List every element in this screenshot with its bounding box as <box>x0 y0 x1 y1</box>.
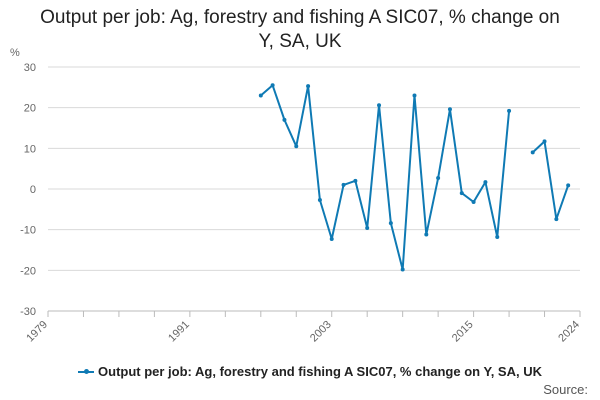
data-point <box>424 232 429 237</box>
data-point <box>400 267 405 272</box>
x-tick-label: 2015 <box>450 319 476 345</box>
data-point <box>447 107 452 112</box>
data-point <box>507 108 512 113</box>
y-tick-label: 10 <box>24 143 36 155</box>
data-point <box>317 197 322 202</box>
y-tick-label: -20 <box>20 265 36 277</box>
data-point <box>483 180 488 185</box>
series-line <box>260 84 511 271</box>
y-tick-label: 30 <box>24 62 36 74</box>
data-point <box>365 226 370 231</box>
data-point <box>270 83 275 88</box>
data-point <box>388 221 393 226</box>
chart-title: Output per job: Ag, forestry and fishing… <box>40 7 560 52</box>
x-tick-label: 2003 <box>308 319 334 345</box>
data-point <box>353 178 358 183</box>
data-point <box>554 217 559 222</box>
data-point <box>329 237 334 242</box>
data-point <box>566 183 571 188</box>
x-tick-label: 1979 <box>24 319 50 345</box>
y-tick-label: -30 <box>20 306 36 318</box>
y-tick-label: 20 <box>24 103 36 115</box>
data-point <box>459 191 464 196</box>
data-point <box>306 84 311 89</box>
y-tick-label: -10 <box>20 225 36 237</box>
data-point <box>412 93 417 98</box>
data-point <box>341 182 346 187</box>
x-tick-label: 2024 <box>556 319 582 345</box>
y-axis-unit-label: % <box>10 47 20 59</box>
data-point <box>436 176 441 181</box>
x-tick-label: 1991 <box>166 319 192 345</box>
data-point <box>377 103 382 108</box>
data-point <box>530 150 535 155</box>
data-point <box>542 139 547 144</box>
data-point <box>495 234 500 239</box>
data-point <box>294 144 299 149</box>
data-point <box>471 200 476 205</box>
data-point <box>282 117 287 122</box>
legend-label: Output per job: Ag, forestry and fishing… <box>98 364 542 379</box>
y-tick-label: 0 <box>30 184 36 196</box>
source-text: Source: <box>543 382 588 397</box>
legend[interactable]: Output per job: Ag, forestry and fishing… <box>40 364 580 379</box>
legend-marker-icon <box>78 367 95 377</box>
series-line <box>532 140 570 221</box>
data-point <box>258 93 263 98</box>
